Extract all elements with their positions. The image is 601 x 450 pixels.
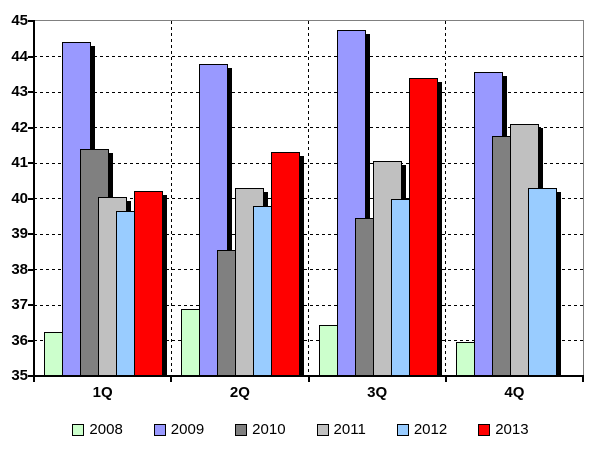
y-axis-tick — [28, 55, 34, 58]
legend-item-2011: 2011 — [316, 421, 366, 438]
y-axis-label-38: 38 — [11, 260, 28, 278]
y-axis-label-39: 39 — [11, 225, 28, 242]
x-axis-label-3q: 3Q — [367, 384, 388, 401]
y-axis-tick — [28, 20, 34, 22]
legend-item-2013: 2013 — [478, 421, 529, 438]
y-axis-label-43: 43 — [11, 83, 28, 100]
legend-label-2013: 2013 — [495, 421, 529, 438]
y-axis-label-37: 37 — [11, 296, 28, 313]
bar-2012-4Q — [527, 187, 557, 376]
x-axis-label-1q: 1Q — [92, 384, 113, 401]
y-axis-tick — [28, 91, 34, 93]
legend-label-2010: 2010 — [252, 421, 286, 438]
legend-swatch-2013 — [478, 424, 491, 436]
y-axis-tick — [28, 197, 34, 200]
y-axis-label-41: 41 — [11, 154, 28, 171]
bar-2009-2Q — [199, 63, 229, 376]
y-axis-line — [33, 20, 35, 377]
category-separator — [308, 21, 309, 376]
y-axis-label-44: 44 — [11, 47, 28, 65]
plot-border-top — [34, 20, 584, 21]
legend-swatch-2009 — [153, 424, 166, 436]
y-axis-label-45: 45 — [11, 12, 28, 29]
x-axis-tick — [170, 376, 173, 382]
legend-item-2009: 2009 — [153, 421, 205, 438]
category-separator — [170, 21, 172, 376]
y-axis-tick — [28, 304, 34, 306]
bar-2013-1Q — [134, 191, 163, 376]
legend-swatch-2012 — [396, 424, 409, 436]
category-separator — [445, 21, 447, 376]
legend-label-2009: 2009 — [170, 421, 205, 438]
plot-area — [34, 21, 583, 376]
bar-2013-3Q — [408, 77, 438, 376]
y-axis-tick — [28, 375, 34, 377]
y-axis-tick — [28, 339, 34, 342]
x-axis-tick — [582, 376, 584, 382]
y-axis-label-35: 35 — [11, 367, 28, 384]
bar-2013-2Q — [271, 152, 301, 376]
y-axis-tick — [28, 162, 34, 164]
y-axis-tick — [28, 126, 34, 129]
legend: 2008 2009 2010 2011 2012 2013 — [0, 420, 601, 440]
x-axis-label-4q: 4Q — [504, 384, 525, 401]
legend-item-2010: 2010 — [235, 421, 286, 438]
x-axis-label-2q: 2Q — [229, 384, 250, 401]
y-axis-tick — [28, 233, 34, 235]
plot-border-right — [583, 20, 584, 377]
x-axis-tick — [33, 376, 35, 382]
y-axis-label-36: 36 — [11, 331, 28, 349]
legend-swatch-2008 — [72, 424, 85, 436]
legend-swatch-2011 — [316, 424, 329, 436]
legend-label-2011: 2011 — [333, 421, 366, 438]
y-axis-label-42: 42 — [11, 118, 28, 136]
legend-swatch-2010 — [235, 424, 248, 436]
y-axis-tick — [28, 268, 34, 271]
x-axis-tick — [444, 376, 447, 382]
y-axis-label-40: 40 — [11, 189, 28, 207]
x-axis-tick — [307, 376, 310, 382]
legend-item-2008: 2008 — [72, 421, 123, 438]
legend-label-2012: 2012 — [413, 421, 448, 438]
legend-item-2012: 2012 — [396, 421, 448, 438]
legend-label-2008: 2008 — [89, 421, 123, 438]
